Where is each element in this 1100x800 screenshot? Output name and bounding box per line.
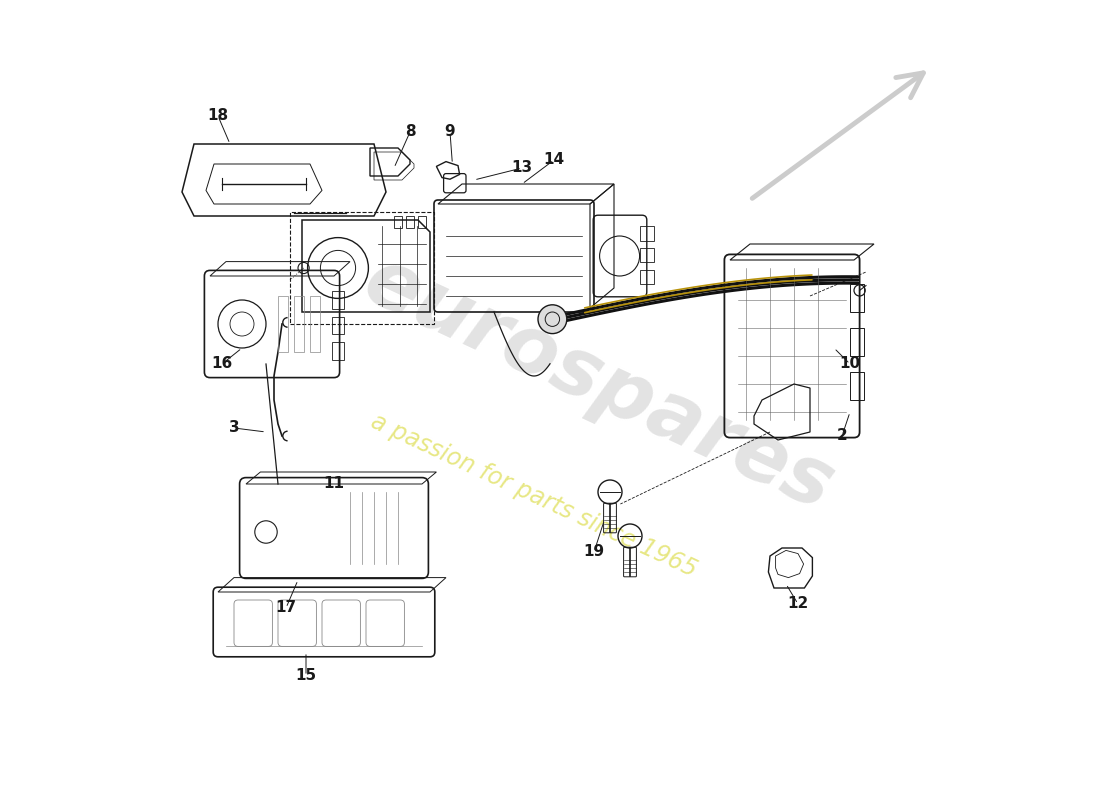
Text: 12: 12 [788, 597, 808, 611]
Text: 9: 9 [444, 125, 455, 139]
Text: 19: 19 [583, 545, 605, 559]
Text: 8: 8 [405, 125, 416, 139]
Bar [639, 270, 654, 284]
Text: 15: 15 [296, 669, 317, 683]
Text: eurospares: eurospares [351, 241, 845, 527]
Text: 3: 3 [229, 421, 240, 435]
Bar [310, 296, 320, 352]
Bar [394, 216, 402, 228]
Bar [418, 216, 426, 228]
Bar [639, 226, 654, 241]
Bar [850, 372, 865, 400]
Text: 18: 18 [208, 109, 229, 123]
Bar [331, 291, 343, 309]
Bar [850, 328, 865, 356]
Text: 16: 16 [211, 357, 232, 371]
Bar [294, 296, 305, 352]
Text: 2: 2 [837, 429, 847, 443]
Text: 13: 13 [512, 161, 532, 175]
Bar [331, 317, 343, 334]
Bar [639, 248, 654, 262]
Text: a passion for parts since 1965: a passion for parts since 1965 [367, 410, 701, 582]
Bar [331, 342, 343, 360]
Text: 17: 17 [275, 601, 297, 615]
Text: 14: 14 [543, 153, 564, 167]
Bar [406, 216, 414, 228]
Bar [290, 212, 434, 324]
Circle shape [538, 305, 566, 334]
Bar [850, 284, 865, 312]
Bar [278, 296, 288, 352]
Text: 10: 10 [839, 357, 860, 371]
Text: 11: 11 [323, 477, 344, 491]
